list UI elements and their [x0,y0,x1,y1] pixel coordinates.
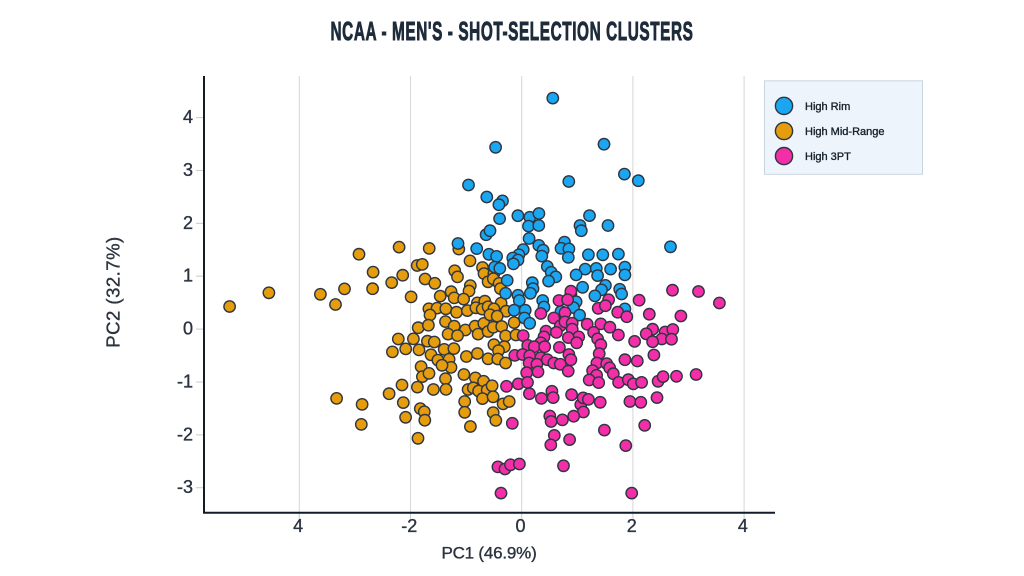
svg-text:3: 3 [183,160,193,180]
svg-text:2: 2 [627,516,637,536]
svg-text:-3: -3 [177,477,193,497]
svg-text:2: 2 [183,213,193,233]
svg-text:PC1 (46.9%): PC1 (46.9%) [441,544,536,563]
svg-text:High 3PT: High 3PT [805,151,851,163]
svg-text:-1: -1 [177,371,193,391]
svg-text:4: 4 [183,107,193,127]
svg-text:-2: -2 [401,516,417,536]
svg-text:1: 1 [183,266,193,286]
svg-text:4: 4 [293,516,303,536]
svg-text:0: 0 [515,516,525,536]
svg-text:High Rim: High Rim [805,101,850,113]
svg-text:High Mid-Range: High Mid-Range [805,126,884,138]
svg-text:0: 0 [183,319,193,339]
svg-text:4: 4 [738,516,748,536]
svg-text:PC2 (32.7%): PC2 (32.7%) [103,236,124,347]
svg-text:-2: -2 [177,424,193,444]
